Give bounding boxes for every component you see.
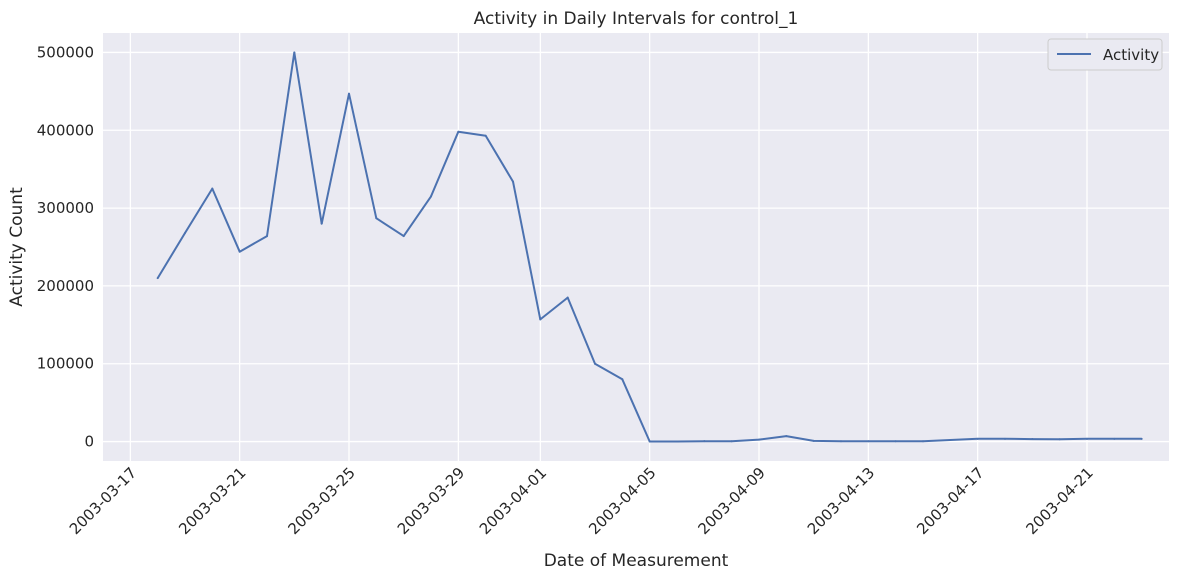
data-point: [156, 277, 159, 280]
data-point: [949, 438, 952, 441]
data-point: [402, 235, 405, 238]
data-point: [594, 362, 596, 365]
data-point: [676, 440, 678, 443]
data-point: [348, 92, 350, 95]
data-point: [621, 378, 624, 381]
data-point: [1058, 438, 1061, 441]
x-tick-label: 2003-03-17: [66, 464, 140, 538]
x-tick-label: 2003-03-25: [285, 464, 359, 538]
data-point: [1004, 437, 1006, 440]
data-point: [1086, 437, 1088, 440]
y-tick-label: 0: [84, 433, 94, 451]
data-point: [266, 235, 268, 238]
data-point: [867, 440, 870, 443]
data-point: [457, 130, 460, 133]
data-point: [1140, 437, 1143, 440]
data-point: [840, 440, 842, 443]
x-tick-label: 2003-04-17: [913, 464, 987, 538]
x-tick-label: 2003-04-05: [585, 464, 659, 538]
plot-background: [103, 33, 1169, 461]
x-tick-label: 2003-03-29: [394, 464, 468, 538]
y-tick-label: 200000: [37, 277, 94, 295]
data-point: [430, 195, 432, 198]
legend-label: Activity: [1103, 46, 1159, 64]
data-point: [566, 296, 569, 299]
data-point: [375, 217, 378, 220]
y-tick-label: 100000: [37, 355, 94, 373]
x-tick-label: 2003-04-21: [1023, 464, 1097, 538]
data-point: [730, 440, 733, 443]
y-tick-label: 400000: [37, 121, 94, 139]
data-point: [922, 440, 924, 443]
data-point: [320, 222, 323, 225]
chart-title: Activity in Daily Intervals for control_…: [474, 9, 799, 29]
data-point: [812, 439, 815, 442]
data-point: [184, 231, 186, 234]
data-point: [512, 180, 514, 183]
data-point: [703, 440, 706, 443]
x-tick-label: 2003-03-21: [175, 464, 249, 538]
grid: [103, 33, 1169, 461]
data-point: [648, 440, 651, 443]
x-tick-label: 2003-04-13: [804, 464, 878, 538]
data-point: [539, 318, 542, 321]
data-point: [484, 134, 487, 137]
legend-box: [1047, 38, 1163, 71]
data-point: [976, 437, 979, 440]
data-point: [1031, 438, 1034, 441]
y-axis: 0 100000 200000 300000 400000 500000: [37, 43, 94, 450]
y-tick-label: 500000: [37, 43, 94, 61]
y-axis-label: Activity Count: [7, 187, 27, 307]
y-tick-label: 300000: [37, 199, 94, 217]
x-tick-label: 2003-04-09: [695, 464, 769, 538]
data-point: [1113, 437, 1116, 440]
series-layer: [156, 51, 1143, 443]
x-axis: 2003-03-17 2003-03-21 2003-03-25 2003-03-29…: [66, 464, 1097, 538]
data-point: [293, 51, 296, 54]
data-point: [211, 187, 214, 190]
data-point: [238, 250, 241, 253]
x-axis-label: Date of Measurement: [544, 551, 729, 571]
data-point: [758, 438, 760, 441]
data-point: [785, 435, 788, 438]
x-tick-label: 2003-04-01: [476, 464, 550, 538]
data-point: [894, 440, 897, 443]
legend: Activity: [1047, 38, 1163, 71]
